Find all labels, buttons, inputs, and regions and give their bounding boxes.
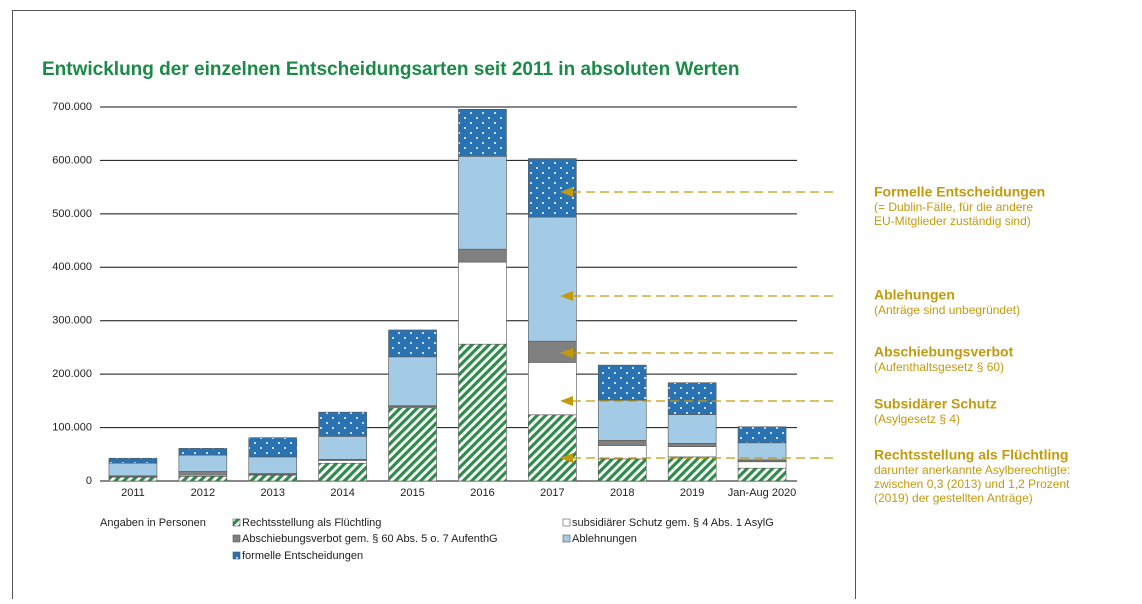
y-tick-label: 400.000 (52, 261, 92, 273)
x-tick-label: 2017 (540, 487, 564, 499)
bar-segment (598, 365, 646, 400)
legend-swatch (563, 535, 570, 542)
y-tick-label: 200.000 (52, 368, 92, 380)
annotation-title: Abschiebungsverbot (874, 344, 1014, 360)
bar-segment (389, 330, 437, 357)
y-tick-label: 0 (86, 475, 92, 487)
bar-segment (319, 412, 367, 436)
legend-swatch (563, 519, 570, 526)
legend-swatch (233, 552, 240, 559)
bar-segment (319, 463, 367, 481)
bar-segment (109, 477, 157, 481)
legend-label: formelle Entscheidungen (242, 550, 363, 562)
x-tick-label: 2014 (330, 487, 354, 499)
x-tick-label: 2018 (610, 487, 634, 499)
bar-segment (319, 460, 367, 463)
annotation-text: (Aufenthaltsgesetz § 60) (874, 360, 1004, 374)
bar-segment (738, 468, 786, 481)
bar-segment (458, 344, 506, 481)
annotation-text: EU-Mitglieder zuständig sind) (874, 214, 1031, 228)
bar-segment (249, 475, 297, 481)
bar-segment (668, 447, 716, 457)
bar-segment (528, 159, 576, 218)
bar-segment (109, 463, 157, 476)
bar-segment (738, 427, 786, 443)
y-tick-label: 500.000 (52, 208, 92, 220)
bar-segment (458, 249, 506, 262)
bar-segment (179, 476, 227, 481)
x-tick-label: 2015 (400, 487, 424, 499)
bar-segment (458, 109, 506, 156)
bar-segment (738, 443, 786, 460)
annotation-title: Formelle Entscheidungen (874, 184, 1045, 200)
annotation-text: (Anträge sind unbegründet) (874, 303, 1020, 317)
annotation-text: darunter anerkannte Asylberechtigte: (874, 463, 1070, 477)
bar-segment (249, 438, 297, 457)
x-tick-label: Jan-Aug 2020 (728, 487, 797, 499)
bar-segment (738, 462, 786, 468)
bar-segment (668, 383, 716, 415)
bar-segment (319, 436, 367, 459)
bar-segment (668, 415, 716, 444)
annotation-text: (Asylgesetz § 4) (874, 412, 960, 426)
annotation-text: (2019) der gestellten Anträge) (874, 491, 1033, 505)
chart-title: Entwicklung der einzelnen Entscheidungsa… (42, 59, 740, 80)
bar-segment (249, 457, 297, 474)
legend-swatch (233, 519, 240, 526)
legend-label: Ablehnungen (572, 533, 637, 545)
note: Angaben in Personen (100, 517, 206, 529)
annotation-text: (= Dublin-Fälle, für die andere (874, 200, 1033, 214)
x-tick-label: 2019 (680, 487, 704, 499)
y-tick-label: 300.000 (52, 315, 92, 327)
bar-segment (528, 415, 576, 481)
bar-segment (528, 362, 576, 414)
bar-segment (668, 457, 716, 481)
x-tick-label: 2012 (191, 487, 215, 499)
legend-label: Rechtsstellung als Flüchtling (242, 517, 381, 529)
y-tick-label: 100.000 (52, 421, 92, 433)
bar-segment (598, 400, 646, 440)
bar-segment (668, 443, 716, 446)
annotation-title: Rechtsstellung als Flüchtling (874, 447, 1068, 463)
bar-segment (598, 459, 646, 481)
bar-segment (598, 445, 646, 458)
legend-label: Abschiebungsverbot gem. § 60 Abs. 5 o. 7… (242, 533, 498, 545)
legend-label: subsidiärer Schutz gem. § 4 Abs. 1 AsylG (572, 517, 774, 529)
bar-segment (179, 455, 227, 471)
annotation-text: zwischen 0,3 (2013) und 1,2 Prozent (874, 477, 1070, 491)
y-tick-label: 600.000 (52, 154, 92, 166)
x-tick-label: 2011 (121, 487, 145, 499)
annotation-title: Subsidärer Schutz (874, 396, 997, 412)
bar-segment (528, 217, 576, 341)
bar-segment (389, 408, 437, 481)
bar-segment (598, 440, 646, 445)
bar-segment (179, 471, 227, 475)
annotation-title: Ablehungen (874, 287, 955, 303)
y-tick-label: 700.000 (52, 101, 92, 113)
frame (13, 11, 856, 600)
x-tick-label: 2013 (261, 487, 285, 499)
bar-segment (389, 357, 437, 406)
bar-segment (109, 458, 157, 463)
x-tick-label: 2016 (470, 487, 494, 499)
bar-segment (458, 262, 506, 344)
legend-swatch (233, 535, 240, 542)
bar-segment (458, 156, 506, 249)
bar-segment (179, 448, 227, 455)
